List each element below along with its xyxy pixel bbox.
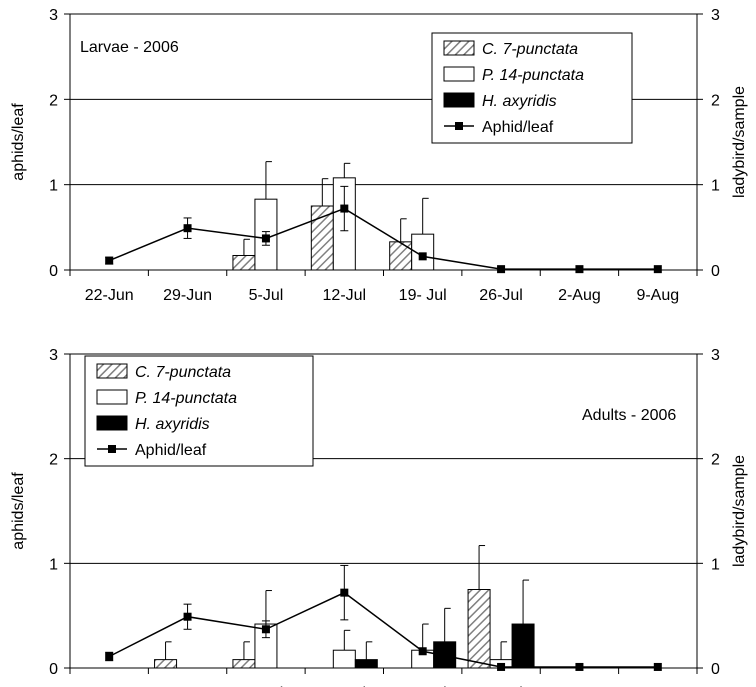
- panel-adults: 0 0 1 1 2 2 3 3 22-Jun 29-Jun 5-Jul 12-Jul 19- Jul 26…: [10, 347, 748, 687]
- point-aphid-leaf-7: [653, 265, 662, 274]
- x-tick-label: 19- Jul: [399, 287, 447, 304]
- point-aphid-leaf-4: [418, 647, 427, 656]
- legend-marker: [455, 122, 463, 130]
- x-tick-label: 29-Jun: [163, 287, 212, 304]
- y-tick-label-left: 2: [49, 92, 58, 109]
- point-aphid-leaf-0: [105, 652, 114, 661]
- y-tick-label-right: 1: [711, 556, 720, 573]
- y-tick-label-right: 3: [711, 347, 720, 364]
- y-tick-label-right: 2: [711, 92, 720, 109]
- point-aphid-leaf-5: [497, 662, 506, 671]
- point-aphid-leaf-3: [340, 588, 349, 597]
- legend-swatch: [96, 415, 128, 431]
- y-tick-label-left: 3: [49, 7, 58, 24]
- legend-swatch: [443, 40, 475, 56]
- line-aphid-leaf: [108, 591, 658, 668]
- x-tick-label: 5-Jul: [249, 287, 284, 304]
- y-tick-label-left: 3: [49, 347, 58, 364]
- legend-label: C. 7-punctata: [135, 364, 231, 381]
- bar-p-14-punctata-3: [332, 649, 356, 669]
- bar-c-7-punctata-2: [232, 254, 256, 271]
- x-tick-label: 2-Aug: [558, 685, 601, 687]
- x-tick-label: 22-Jun: [85, 685, 134, 687]
- y-axis-title-left: aphids/leaf: [10, 472, 27, 550]
- bar-c-7-punctata-4: [389, 241, 413, 271]
- point-aphid-leaf-7: [653, 662, 662, 671]
- legend-label: H. axyridis: [482, 93, 557, 110]
- point-aphid-leaf-1: [183, 612, 192, 621]
- x-tick-label: 9-Aug: [636, 685, 679, 687]
- y-tick-label-right: 1: [711, 178, 720, 195]
- bar-c-7-punctata-5: [467, 589, 491, 669]
- legend-label: P. 14-punctata: [135, 390, 237, 407]
- panel-annotation: Larvae - 2006: [80, 39, 179, 56]
- y-tick-label-left: 2: [49, 452, 58, 469]
- legend-label: P. 14-punctata: [482, 67, 584, 84]
- point-aphid-leaf-3: [340, 204, 349, 213]
- bar-c-7-punctata-2: [232, 659, 256, 669]
- x-tick-label: 26-Jul: [479, 685, 523, 687]
- bar-c-7-punctata-1: [154, 659, 178, 669]
- line-aphid-leaf: [108, 207, 658, 270]
- point-aphid-leaf-6: [575, 265, 584, 274]
- y-tick-label-left: 0: [49, 661, 58, 678]
- legend-swatch: [443, 92, 475, 108]
- point-aphid-leaf-2: [261, 625, 270, 634]
- x-tick-label: 5-Jul: [249, 685, 284, 687]
- y-tick-label-right: 0: [711, 661, 720, 678]
- legend-marker: [108, 445, 116, 453]
- y-axis-title-left: aphids/leaf: [10, 103, 27, 181]
- point-aphid-leaf-4: [418, 252, 427, 261]
- point-aphid-leaf-1: [183, 224, 192, 233]
- x-tick-label: 12-Jul: [323, 685, 367, 687]
- x-tick-label: 26-Jul: [479, 287, 523, 304]
- legend-label: C. 7-punctata: [482, 41, 578, 58]
- legend-swatch: [443, 66, 475, 82]
- point-aphid-leaf-0: [105, 256, 114, 265]
- panel-larvae: 0 0 1 1 2 2 3 3 22-Jun 29-Jun 5-Jul 12-Jul 19- Jul 26…: [10, 7, 748, 304]
- legend-label: H. axyridis: [135, 416, 210, 433]
- x-tick-label: 29-Jun: [163, 685, 212, 687]
- y-tick-label-right: 0: [711, 263, 720, 280]
- x-tick-label: 19- Jul: [399, 685, 447, 687]
- y-axis-title-right: ladybird/sample: [731, 86, 748, 198]
- legend-label: Aphid/leaf: [482, 119, 554, 136]
- y-tick-label-right: 3: [711, 7, 720, 24]
- bar-h-axyridis-3: [354, 659, 378, 669]
- legend-label: Aphid/leaf: [135, 442, 207, 459]
- point-aphid-leaf-6: [575, 662, 584, 671]
- y-axis-title-right: ladybird/sample: [731, 455, 748, 567]
- y-tick-label-left: 1: [49, 556, 58, 573]
- legend-swatch: [96, 389, 128, 405]
- bar-h-axyridis-5: [511, 623, 535, 669]
- point-aphid-leaf-2: [261, 234, 270, 243]
- panel-annotation: Adults - 2006: [582, 407, 676, 424]
- x-tick-label: 9-Aug: [636, 287, 679, 304]
- bar-c-7-punctata-3: [310, 205, 334, 271]
- x-tick-label: 2-Aug: [558, 287, 601, 304]
- x-tick-label: 22-Jun: [85, 287, 134, 304]
- y-tick-label-left: 0: [49, 263, 58, 280]
- point-aphid-leaf-5: [497, 265, 506, 274]
- y-tick-label-right: 2: [711, 452, 720, 469]
- y-tick-label-left: 1: [49, 178, 58, 195]
- x-tick-label: 12-Jul: [323, 287, 367, 304]
- legend-swatch: [96, 363, 128, 379]
